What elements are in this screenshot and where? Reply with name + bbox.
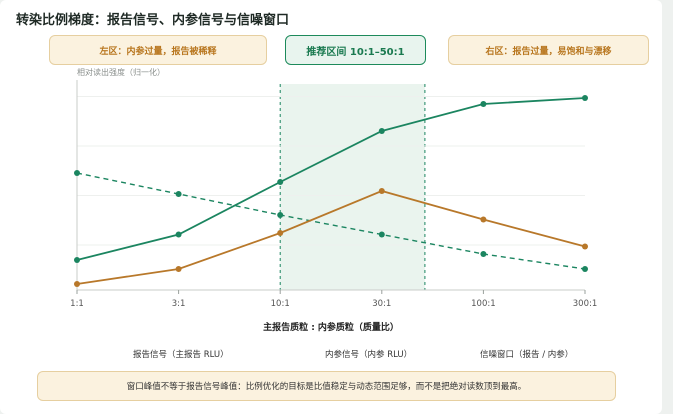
data-point xyxy=(74,257,80,263)
data-point xyxy=(175,266,182,272)
data-point xyxy=(378,128,385,134)
data-point xyxy=(480,216,487,223)
legend-item-control: 内参信号（内参 RLU） xyxy=(289,347,412,361)
series-line-0 xyxy=(76,97,586,261)
x-tick-label: 3:1 xyxy=(172,299,186,309)
legend-label-reporter: 报告信号（主报告 RLU） xyxy=(133,350,229,360)
data-point xyxy=(582,243,588,250)
footnote-banner: 窗口峰值不等于报告信号峰值：比例优化的目标是比值稳定与动态范围足够，而不是把绝对… xyxy=(37,371,616,401)
x-tick-label: 300:1 xyxy=(573,299,598,309)
x-axis-title: 主报告质粒 : 内参质粒（质量比） xyxy=(263,323,399,333)
x-tick-label: 30:1 xyxy=(372,299,391,309)
data-point xyxy=(175,191,182,197)
y-axis-label: 相对读出强度（归一化） xyxy=(77,68,165,77)
series-line-2 xyxy=(76,190,586,285)
data-point xyxy=(582,95,588,101)
data-point xyxy=(277,179,284,185)
data-point xyxy=(480,251,487,257)
zone-right-badge: 右区：报告过量，易饱和与漂移 xyxy=(448,35,649,65)
legend-label-window: 信噪窗口（报告 / 内参） xyxy=(480,350,574,360)
x-tick-label: 100:1 xyxy=(471,299,496,309)
data-point xyxy=(277,230,284,236)
legend-item-reporter: 报告信号（主报告 RLU） xyxy=(97,347,229,361)
data-point xyxy=(582,266,588,272)
x-tick-label: 10:1 xyxy=(271,299,290,309)
data-point xyxy=(480,101,487,107)
data-point xyxy=(175,231,182,238)
data-point xyxy=(378,231,385,238)
data-point xyxy=(74,281,80,287)
zone-recommended-badge: 推荐区间 10:1–50:1 xyxy=(285,35,426,65)
chart-title: 转染比例梯度：报告信号、内参信号与信噪窗口 xyxy=(16,13,290,28)
legend-label-control: 内参信号（内参 RLU） xyxy=(325,350,413,360)
data-point xyxy=(378,188,385,194)
line-chart: 1:1 3:1 10:1 30:1 100:1 300:1 xyxy=(70,80,598,309)
recommended-band xyxy=(280,84,425,290)
legend-item-window: 信噪窗口（报告 / 内参） xyxy=(444,347,573,361)
zone-left-badge: 左区：内参过量，报告被稀释 xyxy=(49,35,267,65)
data-point xyxy=(74,170,80,176)
data-point xyxy=(277,212,284,218)
x-tick-label: 1:1 xyxy=(70,299,84,309)
